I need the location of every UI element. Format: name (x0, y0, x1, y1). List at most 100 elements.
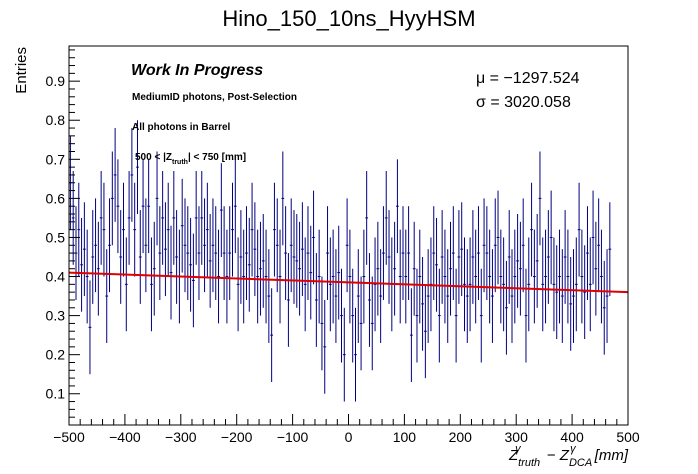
wip-label: Work In Progress (131, 62, 263, 79)
x-tick-label: 200 (449, 429, 473, 445)
histogram-bin (239, 210, 243, 304)
histogram-bin (242, 229, 246, 324)
histogram-bin (499, 229, 503, 324)
histogram-bin (451, 206, 455, 300)
y-tick-label: 0.6 (46, 190, 66, 206)
histogram-bin (222, 206, 226, 300)
histogram-bin (396, 159, 399, 254)
histogram-bin (189, 217, 192, 312)
histogram-bin (530, 182, 533, 277)
cut-label: 500 < |Ztruth| < 750 [mm] (135, 152, 246, 166)
histogram-bin (110, 151, 114, 246)
histogram-bin (144, 198, 148, 293)
x-tick-label: −400 (109, 429, 141, 445)
cut-prefix: 500 < |Z (135, 152, 172, 163)
histogram-bin (217, 229, 220, 324)
histogram-bin (465, 249, 469, 343)
histogram-bin (521, 198, 525, 293)
x-tick-label: −200 (221, 429, 253, 445)
histogram-bin (245, 206, 248, 300)
histogram-bin (208, 214, 212, 308)
histogram-bin (225, 229, 229, 324)
histogram-bin (580, 229, 584, 324)
histogram-bin (141, 159, 145, 254)
histogram-bin (479, 268, 483, 363)
histogram-bin (74, 206, 78, 300)
histogram-bin (281, 151, 285, 246)
histogram-bin (532, 229, 536, 324)
histogram-bin (295, 214, 299, 308)
histogram-bin (320, 276, 324, 371)
histogram-bin (194, 171, 198, 265)
histogram-bin (287, 253, 290, 347)
histogram-bin (586, 206, 589, 300)
cut-suffix: | < 750 [mm] (188, 152, 246, 163)
histogram-bin (446, 249, 450, 343)
histogram-bin (423, 284, 427, 379)
histogram-bin (130, 128, 134, 222)
histogram-bin (496, 190, 500, 285)
histogram-bin (155, 151, 159, 246)
histogram-bin (518, 221, 522, 316)
histogram-bin (426, 249, 430, 343)
histogram-bin (158, 206, 162, 300)
histogram-bin (491, 249, 494, 343)
x-tick-label: 300 (505, 429, 529, 445)
x-tick-label: 400 (560, 429, 584, 445)
histogram-bin (393, 221, 397, 316)
x-tick-label: 500 (616, 429, 640, 445)
histogram-bin (460, 202, 464, 297)
histogram-bin (200, 171, 204, 265)
histogram-bin (96, 221, 100, 316)
histogram-bin (284, 206, 288, 300)
histogram-bin (91, 210, 95, 304)
selection-label: MediumID photons, Post-Selection (132, 92, 297, 103)
histogram-bin (505, 260, 508, 355)
histogram-bin (362, 229, 366, 324)
histogram-bin (440, 210, 444, 304)
histogram-bin (82, 202, 86, 297)
histogram-bin (88, 280, 92, 375)
histogram-bin (544, 229, 547, 324)
histogram-bin (474, 229, 478, 324)
histogram-bin (387, 210, 391, 304)
y-tick-label: 0.2 (46, 347, 66, 363)
histogram-bin (264, 229, 268, 324)
histogram-bin (594, 221, 598, 316)
histogram-bin (552, 237, 556, 332)
histogram-bin (164, 202, 167, 297)
histogram-bin (323, 299, 327, 394)
histogram-bin (468, 237, 472, 332)
fit-line (68, 271, 629, 294)
histogram-bin (328, 237, 332, 332)
y-axis-ticks: 0.1 0.2 0.3 0.4 0.5 0.6 0.7 0.8 0.9 (46, 49, 80, 426)
x-label-minus: − (543, 447, 560, 464)
histogram-bin (493, 198, 497, 293)
histogram-bin (443, 229, 447, 324)
histogram-bin (558, 229, 561, 324)
histogram-bin (555, 245, 559, 340)
histogram-bin (345, 198, 349, 293)
x-label-z1: Z (508, 447, 519, 464)
histogram-bin (317, 229, 321, 324)
histogram-bin (275, 198, 279, 293)
x-tick-label: 100 (393, 429, 417, 445)
histogram-bin (365, 171, 369, 265)
histogram-bin (303, 237, 307, 332)
y-tick-label: 0.4 (46, 269, 66, 285)
region-label: All photons in Barrel (132, 122, 231, 133)
histogram-bin (463, 237, 466, 332)
histogram-bin (298, 221, 301, 316)
fit-line-layer (68, 271, 629, 294)
histogram-bin (136, 120, 139, 215)
histogram-bin (219, 163, 223, 257)
x-tick-label: 0 (345, 429, 353, 445)
histogram-bin (247, 217, 251, 312)
histogram-bin (289, 198, 293, 293)
histogram-bin (572, 249, 575, 343)
histogram-bin (602, 260, 606, 355)
histogram-bin (108, 198, 111, 293)
x-tick-label: −500 (53, 429, 85, 445)
x-axis-ticks: −500 −400 −300 −200 −100 0 100 200 300 400 500 (53, 414, 640, 445)
